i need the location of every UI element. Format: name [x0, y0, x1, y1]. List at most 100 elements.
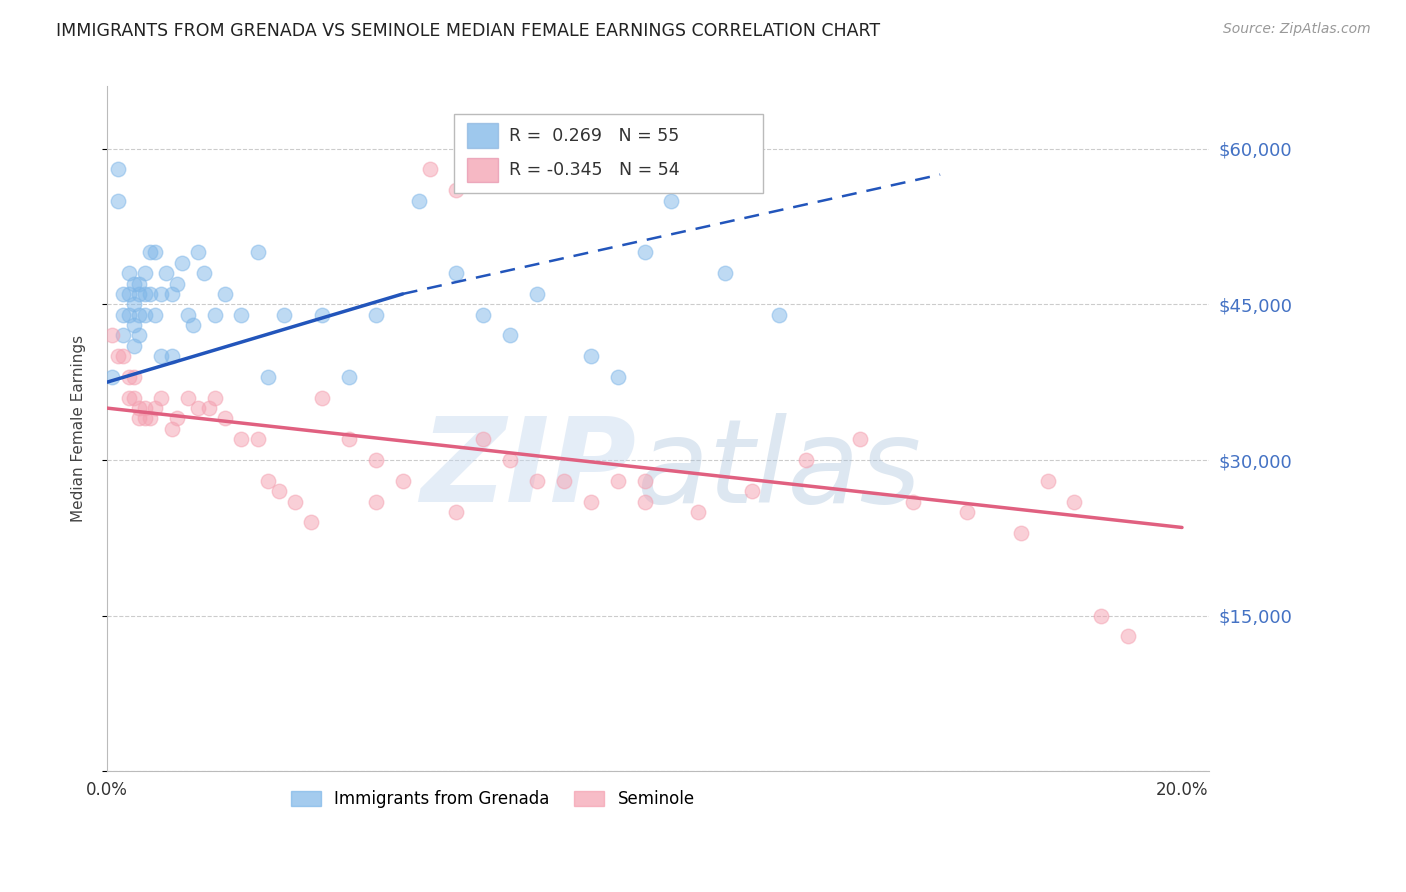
Point: [101, 370, 124, 384]
Point: [446, 183, 468, 197]
Point: [337, 432, 360, 446]
Point: [117, 308, 139, 322]
Point: [633, 245, 655, 260]
Point: [145, 308, 167, 322]
Point: [166, 411, 188, 425]
Point: [714, 266, 737, 280]
Point: [122, 277, 145, 291]
Point: [117, 287, 139, 301]
Point: [172, 256, 194, 270]
Point: [956, 505, 979, 519]
Point: [112, 349, 135, 363]
Point: [145, 401, 167, 416]
Point: [419, 162, 441, 177]
Point: [1090, 608, 1112, 623]
Point: [606, 370, 628, 384]
FancyBboxPatch shape: [467, 123, 498, 148]
Point: [198, 401, 221, 416]
Point: [176, 391, 198, 405]
Point: [231, 308, 253, 322]
Point: [134, 266, 156, 280]
Point: [128, 328, 150, 343]
Point: [472, 308, 495, 322]
Text: Source: ZipAtlas.com: Source: ZipAtlas.com: [1223, 22, 1371, 37]
Text: R = -0.345   N = 54: R = -0.345 N = 54: [509, 161, 681, 179]
Point: [267, 484, 290, 499]
Point: [1036, 474, 1059, 488]
Point: [149, 349, 172, 363]
Point: [526, 474, 548, 488]
Point: [246, 245, 269, 260]
FancyBboxPatch shape: [454, 114, 762, 193]
Point: [149, 391, 172, 405]
Point: [134, 287, 156, 301]
FancyBboxPatch shape: [467, 158, 498, 182]
Y-axis label: Median Female Earnings: Median Female Earnings: [72, 335, 86, 523]
Point: [214, 411, 236, 425]
Point: [176, 308, 198, 322]
Point: [193, 266, 215, 280]
Point: [633, 474, 655, 488]
Point: [166, 277, 188, 291]
Point: [214, 287, 236, 301]
Point: [273, 308, 295, 322]
Point: [311, 308, 333, 322]
Point: [160, 287, 183, 301]
Point: [579, 349, 602, 363]
Point: [107, 162, 129, 177]
Point: [257, 474, 280, 488]
Point: [364, 308, 387, 322]
Point: [139, 245, 162, 260]
Point: [149, 287, 172, 301]
Point: [1010, 525, 1032, 540]
Point: [128, 308, 150, 322]
Point: [145, 245, 167, 260]
Point: [101, 328, 124, 343]
Point: [1063, 494, 1085, 508]
Point: [139, 287, 162, 301]
Point: [903, 494, 925, 508]
Point: [122, 391, 145, 405]
Point: [311, 391, 333, 405]
Point: [633, 494, 655, 508]
Point: [446, 505, 468, 519]
Point: [134, 308, 156, 322]
Point: [526, 287, 548, 301]
Point: [112, 328, 135, 343]
Point: [848, 432, 870, 446]
Point: [122, 297, 145, 311]
Point: [446, 266, 468, 280]
Point: [499, 328, 522, 343]
Point: [112, 308, 135, 322]
Point: [606, 474, 628, 488]
Point: [246, 432, 269, 446]
Point: [204, 308, 226, 322]
Point: [299, 516, 322, 530]
Text: ZIP: ZIP: [420, 412, 636, 527]
Point: [181, 318, 204, 332]
Point: [472, 432, 495, 446]
Point: [160, 349, 183, 363]
Text: R =  0.269   N = 55: R = 0.269 N = 55: [509, 127, 679, 145]
Point: [579, 494, 602, 508]
Point: [337, 370, 360, 384]
Point: [122, 318, 145, 332]
Point: [1116, 630, 1139, 644]
Point: [107, 194, 129, 208]
Point: [160, 422, 183, 436]
Text: IMMIGRANTS FROM GRENADA VS SEMINOLE MEDIAN FEMALE EARNINGS CORRELATION CHART: IMMIGRANTS FROM GRENADA VS SEMINOLE MEDI…: [56, 22, 880, 40]
Point: [408, 194, 430, 208]
Point: [117, 370, 139, 384]
Point: [768, 308, 790, 322]
Point: [741, 484, 763, 499]
Point: [139, 411, 162, 425]
Point: [284, 494, 307, 508]
Point: [204, 391, 226, 405]
Point: [134, 411, 156, 425]
Point: [187, 401, 209, 416]
Point: [553, 474, 575, 488]
Point: [688, 505, 710, 519]
Point: [391, 474, 413, 488]
Legend: Immigrants from Grenada, Seminole: Immigrants from Grenada, Seminole: [284, 783, 702, 814]
Point: [499, 453, 522, 467]
